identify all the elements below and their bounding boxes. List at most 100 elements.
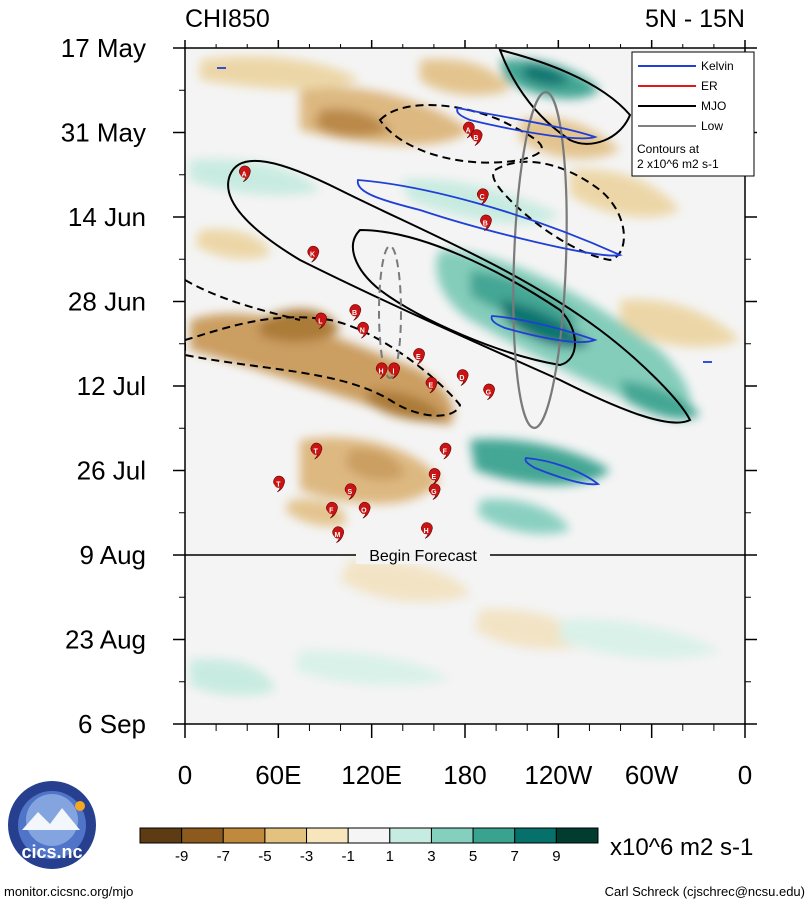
storm-marker: S: [344, 483, 357, 501]
storm-marker: C: [476, 188, 489, 206]
storm-marker: H: [375, 362, 388, 380]
storm-marker: B: [470, 129, 483, 147]
y-tick-label: 26 Jul: [77, 456, 146, 486]
colorbar-tick-label: -3: [300, 848, 313, 865]
storm-letter: H: [378, 368, 383, 375]
colorbar-tick-label: 7: [511, 848, 519, 865]
legend-label-mjo: MJO: [701, 99, 726, 113]
storm-letter: D: [459, 375, 464, 382]
y-tick-label: 23 Aug: [65, 625, 146, 655]
forecast-label-background: [356, 545, 490, 564]
colorbar-tick-label: 3: [427, 848, 435, 865]
x-tick-label: 60E: [255, 760, 301, 790]
x-axis: 0 60E 120E 180 120W 60W 0: [178, 40, 752, 790]
storm-marker: T: [273, 475, 286, 493]
storm-marker: F: [325, 501, 338, 519]
legend-contour-note-1: Contours at: [637, 142, 700, 156]
storm-letter: M: [335, 532, 341, 539]
storm-letter: F: [329, 508, 334, 515]
x-tick-label: 0: [178, 760, 192, 790]
storm-letter: T: [314, 449, 319, 456]
mjo-contour-positive: [351, 228, 576, 367]
legend-label-kelvin: Kelvin: [701, 59, 734, 73]
colorbar-swatch: [514, 827, 557, 844]
y-tick-label: 9 Aug: [79, 540, 146, 570]
chart-title-right: 5N - 15N: [645, 5, 745, 33]
storm-letter: B: [352, 310, 357, 317]
storm-marker: G: [483, 383, 496, 401]
colorbar-swatch: [555, 827, 599, 844]
storm-letter: F: [443, 449, 448, 456]
y-tick-label: 12 Jul: [77, 371, 146, 401]
storm-letter: B: [483, 220, 488, 227]
y-tick-label: 31 May: [61, 118, 146, 148]
storm-letter: A: [242, 171, 247, 178]
mjo-contour-negative: [492, 160, 625, 262]
low-contour: [512, 90, 568, 430]
storm-letter: E: [416, 354, 421, 361]
storm-marker: G: [428, 483, 441, 501]
storm-letter: S: [348, 489, 353, 496]
storm-marker: L: [315, 312, 328, 330]
storm-letter: A: [466, 127, 471, 134]
storm-marker: F: [439, 442, 452, 460]
low-contour-negative: [378, 245, 402, 379]
mjo-contour-positive: [227, 159, 692, 424]
logo-glow: [26, 794, 78, 846]
colorbar-tick-label: -7: [217, 848, 230, 865]
footer-credit: Carl Schreck (cjschrec@ncsu.edu): [605, 884, 805, 899]
x-tick-label: 60W: [625, 760, 679, 790]
colorbar: -9 -7 -5 -3 -1 1 3 5 7 9: [139, 827, 599, 865]
colorbar-swatch: [181, 827, 224, 844]
colorbar-tick-label: -1: [342, 848, 355, 865]
storm-marker: D: [456, 369, 469, 387]
x-tick-label: 120E: [341, 760, 402, 790]
storm-letter: G: [486, 389, 492, 396]
kelvin-contour: [456, 106, 598, 140]
colorbar-swatch: [430, 827, 474, 844]
legend-contour-note-2: 2 x10^6 m2 s-1: [637, 157, 719, 171]
colorbar-tick-label: 1: [386, 848, 394, 865]
colorbar-swatch: [264, 827, 308, 844]
anomaly-field: [190, 56, 740, 696]
chart-title-left: CHI850: [185, 5, 270, 33]
storm-letter: K: [310, 252, 315, 259]
kelvin-contour: [490, 315, 598, 343]
mjo-contour-negative: [185, 279, 301, 321]
storm-letter: I: [392, 368, 394, 375]
storm-letter: N: [360, 328, 365, 335]
storm-marker: N: [357, 321, 370, 339]
storm-marker: T: [310, 442, 323, 460]
storm-marker: A: [462, 121, 475, 139]
storm-marker: B: [479, 214, 492, 232]
colorbar-swatch: [389, 827, 432, 844]
legend: Kelvin ER MJO Low Contours at 2 x10^6 m2 s-…: [631, 51, 755, 177]
colorbar-swatch: [222, 827, 266, 844]
colorbar-units: x10^6 m2 s-1: [610, 834, 753, 861]
storm-marker: O: [358, 501, 371, 519]
colorbar-swatch: [306, 827, 349, 844]
colorbar-swatch: [472, 827, 516, 844]
y-tick-label: 6 Sep: [78, 709, 146, 739]
cicsnc-logo: cics.nc: [8, 781, 96, 869]
contour-layer: [185, 48, 712, 486]
logo-mountains: [22, 808, 80, 830]
storm-marker: A: [238, 165, 251, 183]
colorbar-tick-label: -9: [175, 848, 188, 865]
x-tick-label: 180: [443, 760, 486, 790]
kelvin-contour: [357, 179, 623, 257]
storm-letter: G: [431, 489, 437, 496]
mjo-contour-negative: [185, 316, 462, 417]
kelvin-contour: [524, 457, 601, 486]
legend-box: [631, 51, 755, 177]
legend-label-er: ER: [701, 79, 718, 93]
storm-letter: T: [276, 482, 281, 489]
logo-text: cics.nc: [21, 842, 82, 862]
storm-marker: E: [413, 347, 426, 365]
storm-marker: K: [307, 245, 320, 263]
storm-marker: M: [332, 526, 345, 544]
storm-letter: E: [432, 474, 437, 481]
y-tick-label: 17 May: [61, 33, 146, 63]
